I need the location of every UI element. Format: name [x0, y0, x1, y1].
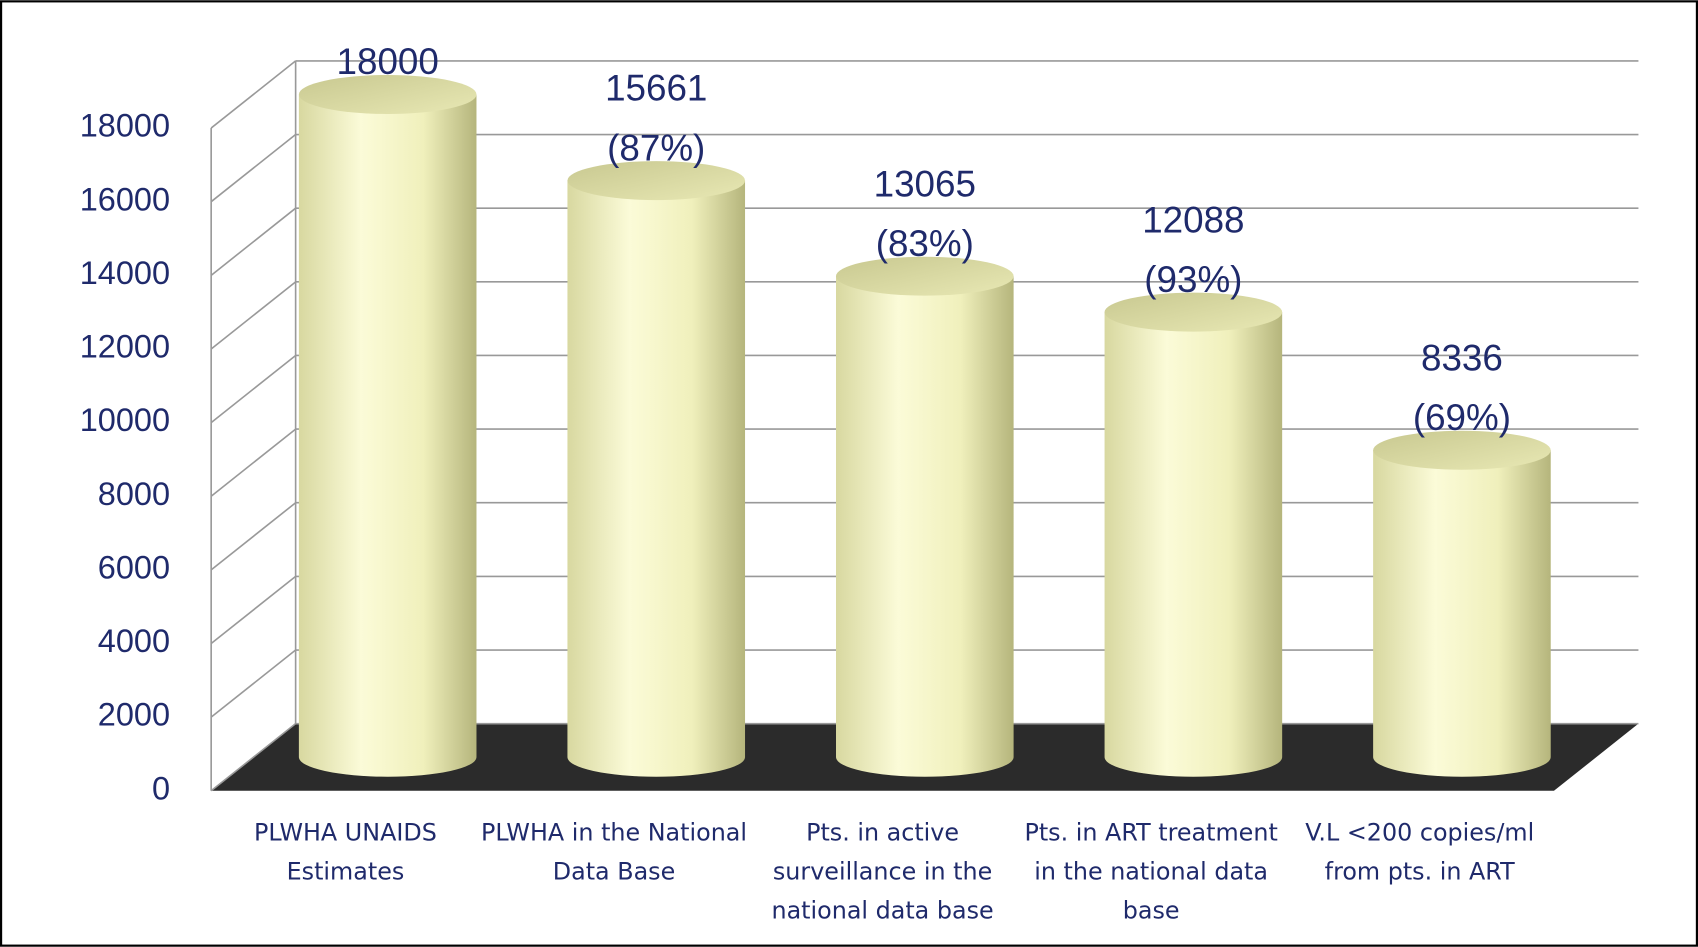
cylinder-top — [1104, 292, 1283, 332]
y-tick-label: 0 — [152, 770, 170, 806]
value-label: 15661 (87%) — [605, 67, 707, 168]
y-tick-label: 18000 — [80, 108, 170, 144]
cylinder-top — [567, 161, 746, 201]
grid-line — [210, 649, 297, 718]
y-tick-label: 10000 — [80, 402, 170, 438]
x-tick-label: Pts. in active surveillance in the natio… — [771, 820, 994, 926]
cylinder — [298, 94, 477, 777]
x-tick-label: V.L <200 copies/ml from pts. in ART — [1305, 820, 1535, 887]
y-tick-label: 14000 — [80, 255, 170, 291]
value-label: 18000 — [337, 41, 439, 82]
grid-line — [210, 723, 297, 792]
y-tick-label: 8000 — [98, 476, 170, 512]
y-tick-label: 16000 — [80, 181, 170, 217]
y-tick-label: 2000 — [98, 697, 170, 733]
x-tick-label: PLWHA in the National Data Base — [480, 820, 748, 887]
x-tick-label: Pts. in ART treatment in the national da… — [1024, 820, 1278, 926]
cylinder — [1104, 312, 1283, 777]
grid-line — [210, 502, 297, 571]
grid-line — [210, 60, 297, 129]
cylinder-top — [836, 256, 1014, 296]
grid-line — [210, 207, 297, 276]
value-label: 12088 (93%) — [1142, 199, 1244, 300]
grid-line — [210, 281, 297, 350]
cylinder-top — [1373, 430, 1551, 470]
cylinder-top — [298, 74, 477, 114]
x-tick-label-box: PLWHA UNAIDS Estimates — [254, 820, 437, 887]
value-label: 8336 (69%) — [1413, 337, 1511, 438]
x-tick-label-box: PLWHA in the National Data Base — [480, 820, 748, 887]
grid-line — [210, 133, 297, 203]
y-tick-label: 6000 — [98, 549, 170, 585]
cylinder — [1373, 450, 1551, 777]
value-label: 13065 (83%) — [874, 163, 976, 264]
y-tick-label: 4000 — [98, 623, 170, 659]
cylinder — [836, 276, 1014, 777]
x-tick-label: PLWHA UNAIDS Estimates — [254, 820, 437, 887]
grid-line — [210, 575, 297, 645]
x-tick-label-box: Pts. in active surveillance in the natio… — [771, 820, 994, 926]
x-tick-label-box: Pts. in ART treatment in the national da… — [1024, 820, 1278, 926]
grid-line — [210, 428, 297, 497]
grid-line — [210, 354, 297, 424]
cylinder — [567, 180, 746, 777]
y-tick-label: 12000 — [80, 329, 170, 365]
x-tick-label-box: V.L <200 copies/ml from pts. in ART — [1305, 820, 1535, 887]
